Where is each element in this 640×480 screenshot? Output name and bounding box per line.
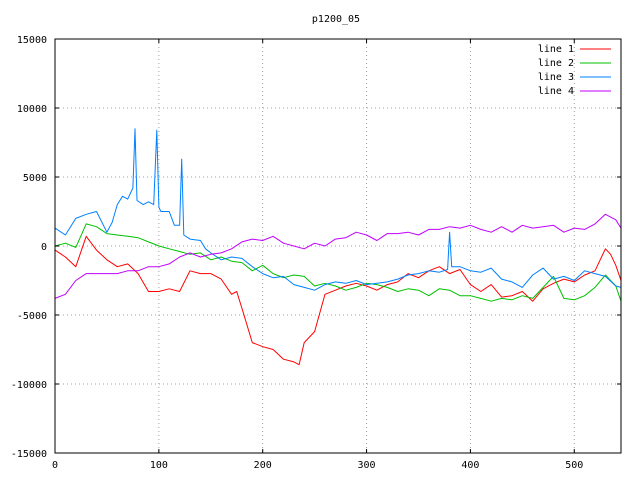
- legend-label-1: line 1: [538, 44, 574, 55]
- series-line-2: [54, 223, 622, 302]
- y-tick-label: -5000: [17, 311, 47, 322]
- y-tick-label: 0: [41, 242, 47, 253]
- x-tick-label: 500: [565, 460, 583, 471]
- y-tick-label: 5000: [23, 173, 47, 184]
- y-tick-label: -10000: [11, 380, 47, 391]
- x-tick-label: 300: [358, 460, 376, 471]
- legend-label-2: line 2: [538, 58, 574, 69]
- x-tick-label: 400: [461, 460, 479, 471]
- series-group: [54, 128, 622, 366]
- legend: line 1 line 2 line 3 line 4: [538, 44, 611, 97]
- x-tick-label: 200: [254, 460, 272, 471]
- grid: [55, 39, 621, 453]
- axis-ticks: 0 100 200 300 400 500 -15000 -10000 -5000 0 5000 10…: [11, 35, 621, 471]
- series-line-4: [54, 213, 622, 299]
- y-tick-label: -15000: [11, 449, 47, 460]
- x-tick-label: 100: [150, 460, 168, 471]
- legend-label-4: line 4: [538, 86, 574, 97]
- chart-title: p1200_05: [312, 14, 360, 25]
- series-line-1: [54, 235, 622, 366]
- y-tick-label: 10000: [17, 104, 47, 115]
- y-tick-label: 15000: [17, 35, 47, 46]
- legend-label-3: line 3: [538, 72, 574, 83]
- series-line-3: [54, 128, 622, 291]
- x-tick-label: 0: [52, 460, 58, 471]
